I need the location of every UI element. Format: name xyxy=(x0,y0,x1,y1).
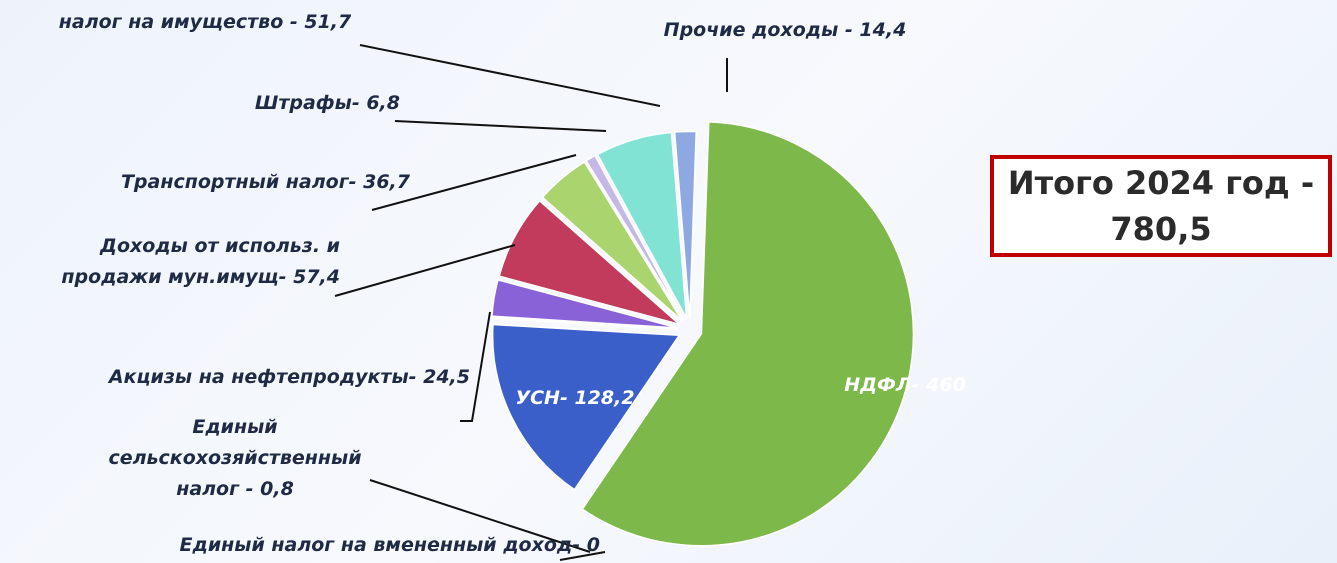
leader-line xyxy=(360,45,660,106)
slice-label: Штрафы- 6,8 xyxy=(140,88,400,119)
slice-label: УСН- 128,2 xyxy=(490,383,660,414)
slice-label: Транспортный налог- 36,7 xyxy=(10,167,410,198)
slice-label: налог на имущество - 51,7 xyxy=(40,7,370,38)
chart: Итого 2024 год - 780,5 НДФЛ- 460 УСН- 128… xyxy=(0,0,1337,563)
slice-label: Акцизы на нефтепродукты- 24,5 xyxy=(10,362,470,393)
slice-label: Единый налог на вмененный доход- 0 xyxy=(40,530,600,561)
total-box: Итого 2024 год - 780,5 xyxy=(990,155,1332,257)
slice-label: Прочие доходы - 14,4 xyxy=(620,15,950,46)
leader-line xyxy=(395,121,606,131)
leader-line xyxy=(335,245,515,296)
slice-label: Доходы от использ. и продажи мун.имущ- 5… xyxy=(0,231,340,293)
slice-label: НДФЛ- 460 xyxy=(815,370,995,401)
slice-label: Единый сельскохозяйственный налог - 0,8 xyxy=(80,412,390,505)
